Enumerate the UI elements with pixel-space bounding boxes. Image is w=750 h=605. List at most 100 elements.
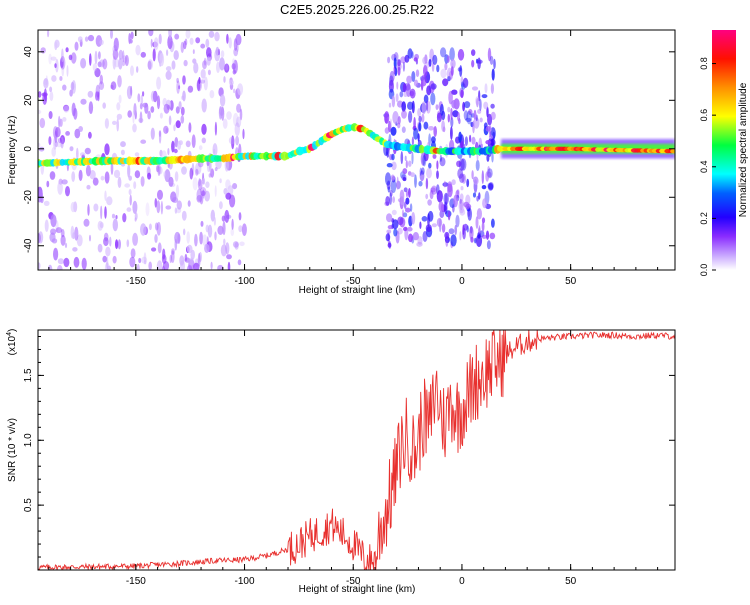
spectrogram-speckle — [481, 170, 484, 185]
spectrogram-speckle — [490, 103, 495, 109]
spectrogram-speckle — [407, 226, 413, 232]
spectrogram-speckle — [471, 86, 479, 91]
spectrogram-speckle — [464, 101, 471, 109]
spectrogram-speckle — [441, 223, 446, 233]
spectrogram-speckle — [137, 93, 141, 103]
spectrogram-speckle — [237, 83, 244, 96]
spectrogram-speckle — [72, 247, 78, 252]
spectrogram-speckle — [224, 158, 229, 172]
spectrogram-speckle — [401, 126, 406, 133]
spectrogram-speckle — [235, 135, 240, 146]
spectrogram-speckle — [38, 262, 41, 270]
spectrogram-speckle — [399, 91, 404, 98]
spectrogram-speckle — [404, 155, 407, 161]
spectrogram-speckle — [485, 140, 492, 145]
spectrogram-speckle — [227, 261, 231, 270]
spectrogram-speckle — [491, 218, 495, 228]
spectrogram-speckle — [468, 109, 473, 116]
spectrogram-speckle — [205, 38, 210, 48]
spectrogram-speckle — [185, 30, 191, 39]
spectrogram-speckle — [242, 128, 245, 140]
spectrogram-speckle — [489, 232, 496, 240]
spectrogram-speckle — [110, 30, 113, 39]
spectrogram-speckle — [65, 131, 70, 136]
spectrogram-speckle — [223, 238, 226, 246]
spectrogram-speckle — [217, 225, 224, 235]
spectrogram-speckle — [241, 223, 247, 236]
spectrogram-speckle — [419, 221, 422, 229]
spectrogram-speckle — [431, 136, 436, 144]
spectrogram-speckle — [226, 111, 232, 120]
spectrogram-speckle — [60, 137, 64, 149]
spectrogram-speckle — [48, 136, 52, 146]
spectrogram-speckle — [473, 117, 480, 129]
spectrogram-speckle — [87, 204, 90, 216]
spectrogram-speckle — [150, 38, 153, 48]
spectrogram-speckle — [182, 75, 186, 85]
spectrogram-speckle — [200, 79, 206, 84]
spectrogram-x-label: Height of straight line (km) — [299, 285, 416, 296]
spectrogram-speckle — [444, 62, 448, 71]
spectrogram-speckle — [104, 118, 109, 129]
spectrogram-speckle — [115, 239, 119, 250]
spectrogram-speckle — [187, 200, 191, 207]
spectrogram-speckle — [40, 196, 44, 204]
spectrogram-speckle — [206, 47, 212, 59]
spectrogram-speckle — [220, 50, 225, 58]
spectrogram-speckle — [78, 169, 83, 182]
spectrogram-speckle — [127, 164, 131, 178]
spectrogram-speckle — [225, 192, 232, 200]
spectrogram-speckle — [51, 75, 57, 82]
spectrogram-speckle — [176, 200, 182, 210]
spectrogram-speckle — [422, 56, 428, 65]
spectrogram-speckle — [134, 152, 140, 157]
spectrogram-speckle — [199, 231, 204, 245]
spectrogram-speckle — [447, 113, 450, 123]
spectrogram-speckle — [141, 256, 148, 264]
spectrogram-speckle — [175, 120, 181, 129]
spectrogram-speckle — [419, 167, 422, 176]
colorbar-axis: 0.0 0.2 0.4 0.6 0.8 — [699, 57, 716, 276]
spectrogram-speckle — [425, 193, 429, 200]
spectrogram-speckle — [152, 90, 158, 103]
spectrogram-speckle — [487, 113, 493, 126]
spectrogram-speckle — [165, 66, 172, 72]
spectrogram-speckle — [94, 50, 98, 65]
spectrogram-speckle — [117, 176, 122, 188]
spectrogram-speckle — [212, 143, 218, 157]
spectrogram-speckle — [476, 208, 482, 220]
spectrogram-speckle — [118, 94, 122, 104]
spectrogram-speckle — [80, 152, 86, 157]
spectrogram-speckle — [99, 39, 104, 46]
spectrogram-speckle — [408, 110, 413, 123]
spectrogram-speckle — [396, 81, 399, 90]
spectrogram-speckle — [165, 70, 172, 81]
spectrogram-speckle — [171, 248, 175, 255]
spectrogram-speckle — [403, 226, 408, 232]
spectrogram-speckle — [226, 33, 229, 44]
spectrogram-speckle — [451, 89, 458, 95]
spectrogram-speckle — [174, 33, 180, 40]
spectrogram-speckle — [126, 85, 133, 100]
spectrogram-speckle — [83, 218, 90, 227]
spectrogram-speckle — [134, 170, 141, 179]
spectrogram-speckle — [147, 59, 153, 70]
spectrogram-speckle — [173, 148, 178, 154]
spectrogram-speckle — [118, 58, 123, 70]
spectrogram-speckle — [60, 135, 65, 145]
spectrogram-speckle — [214, 121, 217, 136]
spectrogram-speckle — [153, 37, 159, 51]
spectrogram-speckle — [100, 175, 105, 181]
spectrogram-speckle — [233, 38, 238, 51]
spectrogram-speckle — [173, 124, 176, 132]
spectrogram-speckle — [384, 127, 390, 134]
spectrogram-speckle — [479, 98, 482, 111]
spectrogram-speckle — [55, 227, 63, 234]
spectrogram-speckle — [471, 59, 475, 68]
spectrogram-speckle — [459, 173, 465, 183]
spectrogram-speckle — [115, 215, 118, 220]
spectrogram-speckle — [219, 178, 222, 184]
spectrogram-speckle — [130, 31, 134, 40]
spectrogram-speckle — [487, 183, 494, 191]
spectrogram-speckle — [390, 174, 395, 181]
